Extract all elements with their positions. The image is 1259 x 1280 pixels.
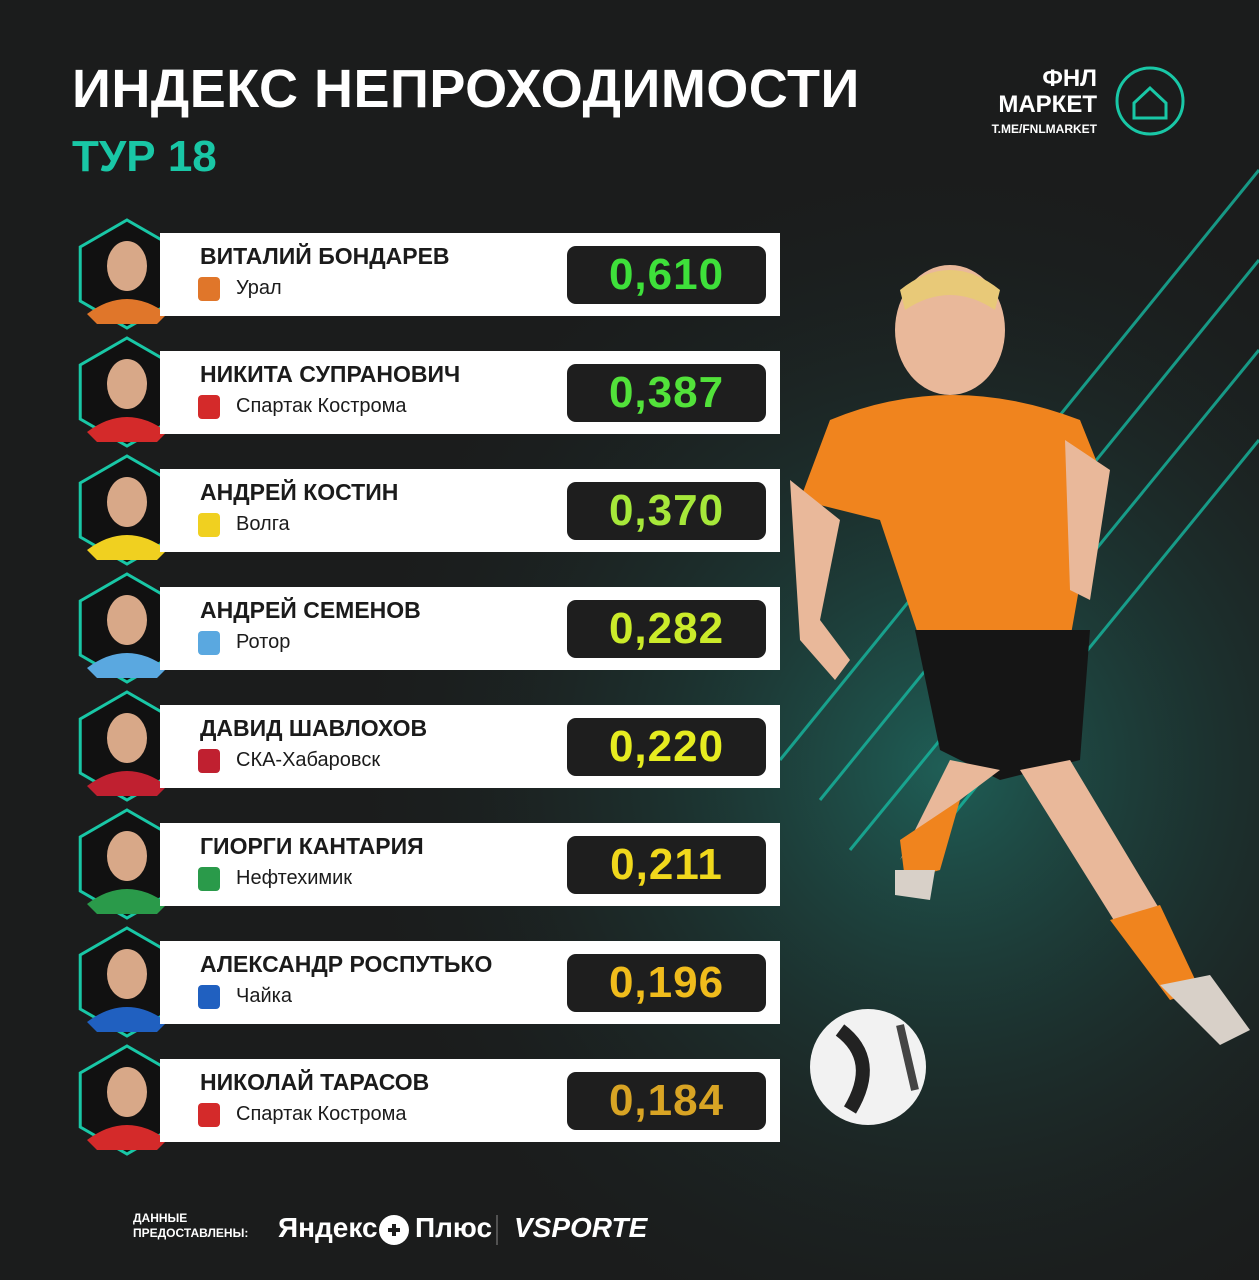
club-crest — [198, 513, 220, 537]
plus-icon — [379, 1215, 409, 1245]
player-avatar — [78, 572, 176, 684]
index-score: 0,196 — [567, 954, 766, 1012]
club-name: Спартак Кострома — [236, 395, 407, 417]
index-score: 0,220 — [567, 718, 766, 776]
club-crest — [198, 395, 220, 419]
player-avatar — [78, 1044, 176, 1156]
club-name: Чайка — [236, 985, 292, 1007]
partner: Плюс — [415, 1212, 493, 1243]
source-label: ДАННЫЕ ПРЕДОСТАВЛЕНЫ: — [133, 1211, 249, 1240]
club-crest — [198, 985, 220, 1009]
logo-link[interactable]: T.ME/FNLMARKET — [991, 122, 1097, 136]
player-name: АЛЕКСАНДР РОСПУТЬКО — [200, 951, 493, 977]
club-crest — [198, 749, 220, 773]
player-figure — [790, 265, 1250, 1045]
club-name: СКА-Хабаровск — [236, 749, 381, 771]
club-name: Спартак Кострома — [236, 1103, 407, 1125]
player-avatar — [78, 454, 176, 566]
logo-line: ФНЛ — [1042, 65, 1097, 92]
player-name: ГИОРГИ КАНТАРИЯ — [200, 833, 424, 859]
club-crest — [198, 277, 220, 301]
logo-icon — [1115, 66, 1185, 136]
player-name: АНДРЕЙ СЕМЕНОВ — [200, 597, 421, 623]
index-score: 0,387 — [567, 364, 766, 422]
player-name: НИКОЛАЙ ТАРАСОВ — [200, 1069, 430, 1095]
player-name: АНДРЕЙ КОСТИН — [200, 479, 399, 505]
ball — [810, 1009, 926, 1125]
title: ИНДЕКС НЕПРОХОДИМОСТИ — [72, 59, 860, 119]
player-avatar — [78, 690, 176, 802]
partner: Яндекс — [278, 1212, 378, 1243]
club-name: Нефтехимик — [236, 867, 353, 889]
club-crest — [198, 867, 220, 891]
logo-line: МАРКЕТ — [998, 91, 1097, 118]
club-name: Урал — [236, 277, 282, 299]
index-score: 0,211 — [567, 836, 766, 894]
partner: VSPORTE — [514, 1212, 648, 1243]
logo-text: ФНЛ МАРКЕТ — [998, 66, 1097, 118]
club-name: Ротор — [236, 631, 291, 653]
player-avatar — [78, 926, 176, 1038]
subtitle: ТУР 18 — [72, 132, 217, 181]
player-name: НИКИТА СУПРАНОВИЧ — [200, 361, 461, 387]
club-crest — [198, 631, 220, 655]
club-crest — [198, 1103, 220, 1127]
index-score: 0,184 — [567, 1072, 766, 1130]
index-score: 0,610 — [567, 246, 766, 304]
player-name: ВИТАЛИЙ БОНДАРЕВ — [200, 243, 450, 269]
player-avatar — [78, 336, 176, 448]
club-name: Волга — [236, 513, 290, 535]
index-score: 0,282 — [567, 600, 766, 658]
player-name: ДАВИД ШАВЛОХОВ — [200, 715, 428, 741]
index-score: 0,370 — [567, 482, 766, 540]
